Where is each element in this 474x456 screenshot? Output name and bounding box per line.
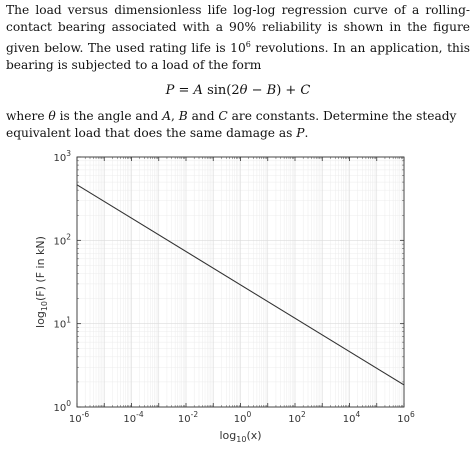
log-log-chart: 10-6 10-4 10-2 100 102 104 106 100 101 102 103 log… [34,149,415,444]
y-tick-label: 103 [53,149,71,164]
y-axis-label-rest: (F) (F in kN) [34,236,47,301]
x-tick-label: 102 [288,410,306,425]
paragraph-1-part-a: The load versus dimensionless life log-l… [6,3,470,56]
x-tick-label: 106 [397,410,415,425]
x-tick-label: 10-2 [178,410,198,425]
p2-text-5: are constants. Determine the steady equi… [6,109,457,141]
y-axis-label-sub: 10 [40,301,49,311]
p2-text-3: , [171,109,179,124]
eq-sin: sin(2 [202,83,240,99]
load-equation: P = A sin(2θ − B) + C [6,82,470,99]
series-layer [76,184,405,386]
problem-paragraph-2: where θ is the angle and A, B and C are … [6,108,470,142]
eq-P: P [165,83,175,99]
eq-B: B [266,83,277,99]
x-tick-label: 10-6 [69,410,89,425]
x-axis-label-sub: 10 [236,435,246,444]
p2-text-6: . [304,126,309,141]
y-axis-label-log: log [34,311,47,328]
eq-equals: = [174,83,194,99]
tick-labels: 10-6 10-4 10-2 100 102 104 106 100 101 102 103 [53,149,414,425]
p2-text-4: and [187,109,219,124]
regression-line-0 [76,184,405,386]
chart-container: 10-6 10-4 10-2 100 102 104 106 100 101 102 103 log… [0,140,474,452]
major-grid [76,156,405,408]
problem-paragraph-1: The load versus dimensionless life log-l… [6,2,470,74]
life-exponent: 6 [245,40,251,49]
problem-statement: The load versus dimensionless life log-l… [6,2,470,142]
paragraph-1-part-b: revolutions. In an application, this bea… [6,41,471,73]
p2-C: C [218,109,228,124]
x-tick-label: 10-4 [123,410,143,425]
x-tick-label: 104 [343,410,361,425]
p2-text-1: where [6,109,49,124]
x-axis-label-log: log [219,429,236,442]
eq-theta: θ [239,83,248,99]
p2-theta: θ [48,109,56,124]
y-tick-label: 101 [53,316,71,331]
y-tick-label: 100 [53,399,71,414]
eq-C: C [300,83,311,99]
plot-area-frame [76,156,405,408]
x-tick-label: 100 [234,410,252,425]
p2-B: B [178,109,188,124]
x-axis-label: log10(x) [219,429,261,444]
y-tick-label: 102 [53,232,71,247]
y-axis-label: log10(F) (F in kN) [34,236,49,328]
eq-close-plus: ) + [276,83,301,99]
eq-A: A [193,83,203,99]
x-axis-label-rest: (x) [246,429,261,442]
p2-P: P [296,126,305,141]
eq-minus: − [247,83,267,99]
p2-text-2: is the angle and [55,109,163,124]
p2-A: A [162,109,172,124]
